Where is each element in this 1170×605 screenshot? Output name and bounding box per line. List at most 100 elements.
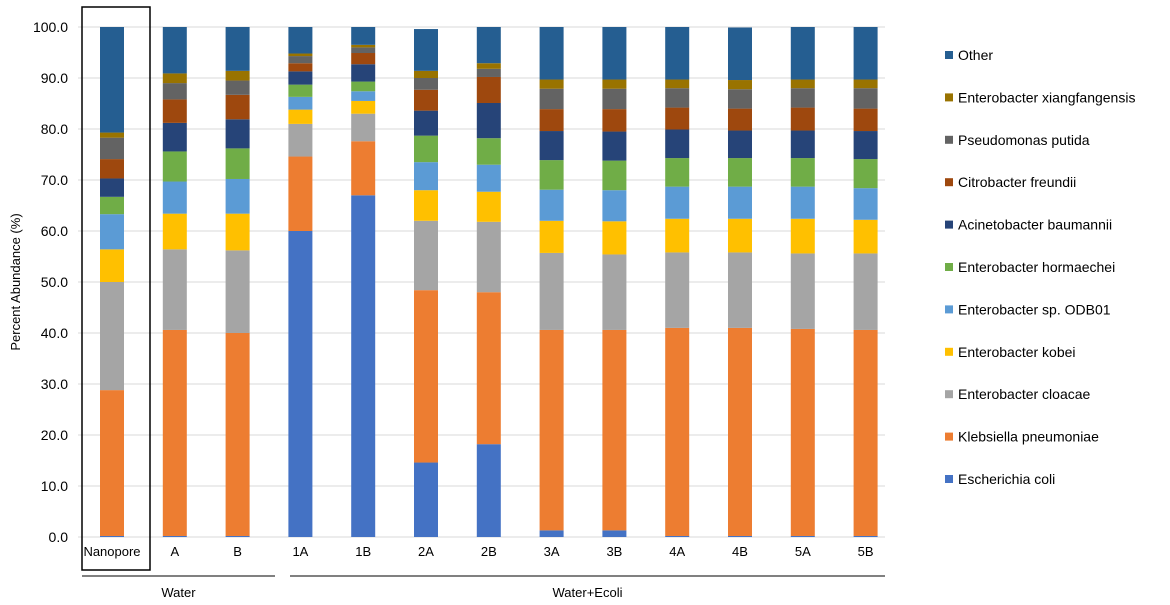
- y-tick-label: 80.0: [41, 121, 68, 137]
- legend-label: Pseudomonas putida: [958, 132, 1090, 148]
- legend-label: Enterobacter cloacae: [958, 386, 1091, 402]
- bar-segment: [790, 218, 815, 254]
- bar-segment: [288, 156, 313, 231]
- bar-segment: [100, 535, 124, 537]
- bar-segment: [853, 329, 878, 536]
- bar-segment: [288, 96, 313, 110]
- bar-segment: [728, 89, 752, 109]
- bar-segment: [476, 191, 501, 222]
- bar-segment: [476, 444, 501, 537]
- bar-segment: [728, 535, 752, 537]
- bar-segment: [351, 81, 376, 92]
- bar-segment: [476, 68, 501, 77]
- bar-segment: [476, 138, 501, 165]
- bar-segment: [225, 213, 250, 251]
- bar-segment: [728, 158, 752, 187]
- bar-segment: [414, 162, 438, 191]
- legend-label: Klebsiella pneumoniae: [958, 429, 1099, 445]
- bar-segment: [225, 27, 250, 71]
- bar-segment: [602, 88, 627, 110]
- bar-segment: [225, 119, 250, 149]
- legend-swatch: [945, 135, 953, 144]
- legend-item: Pseudomonas putida: [945, 132, 1090, 148]
- bar-segment: [539, 79, 564, 89]
- bar-segment: [602, 190, 627, 222]
- bar-segment: [790, 328, 815, 536]
- bar-segment: [100, 132, 124, 138]
- bar-segment: [602, 79, 627, 89]
- bar-segment: [351, 44, 376, 48]
- bar-segment: [853, 253, 878, 330]
- legend-swatch: [945, 220, 953, 229]
- legend-label: Enterobacter xiangfangensis: [958, 89, 1135, 105]
- bar-segment: [790, 27, 815, 80]
- bar-segment: [602, 530, 627, 537]
- bar-stack-2a: [414, 29, 438, 537]
- bar-segment: [225, 80, 250, 95]
- bar-segment: [790, 107, 815, 131]
- bar-stack-3b: [602, 27, 627, 537]
- bar-segment: [100, 282, 124, 391]
- legend-swatch: [945, 390, 953, 399]
- x-tick-label: 3A: [544, 544, 560, 559]
- x-tick-label: Nanopore: [83, 544, 140, 559]
- y-tick-label: 50.0: [41, 274, 68, 290]
- bar-segment: [162, 213, 187, 250]
- bar-segment: [853, 79, 878, 89]
- y-axis-label: Percent Abundance (%): [8, 213, 23, 350]
- bar-segment: [790, 130, 815, 159]
- x-tick-label: 2A: [418, 544, 434, 559]
- bar-segment: [351, 100, 376, 114]
- bar-segment: [728, 252, 752, 328]
- y-tick-label: 90.0: [41, 70, 68, 86]
- x-tick-label: 1A: [292, 544, 308, 559]
- bar-segment: [665, 79, 690, 89]
- legend-item: Enterobacter kobei: [945, 344, 1076, 360]
- legend-item: Klebsiella pneumoniae: [945, 429, 1099, 445]
- legend-label: Enterobacter kobei: [958, 344, 1076, 360]
- bar-segment: [288, 123, 313, 157]
- bar-segment: [853, 535, 878, 537]
- bar-segment: [665, 535, 690, 537]
- bar-segment: [351, 27, 376, 45]
- bar-segment: [476, 221, 501, 293]
- bar-segment: [414, 462, 438, 537]
- bar-stack-a: [162, 27, 187, 537]
- bar-segment: [790, 535, 815, 537]
- bar-segment: [100, 249, 124, 282]
- bar-segment: [665, 327, 690, 536]
- bar-segment: [539, 88, 564, 110]
- bar-segment: [728, 130, 752, 159]
- bar-segment: [100, 27, 124, 133]
- legend-swatch: [945, 347, 953, 356]
- category-groups: Water Water+Ecoli: [82, 575, 885, 600]
- bar-segment: [790, 88, 815, 108]
- bar-stack-5a: [790, 27, 815, 537]
- y-tick-label: 100.0: [33, 19, 68, 35]
- bar-segment: [162, 99, 187, 123]
- bar-stack-2b: [476, 27, 501, 537]
- bar-segment: [602, 27, 627, 80]
- bar-segment: [288, 56, 313, 64]
- bar-segment: [414, 290, 438, 463]
- bar-stack-1b: [351, 27, 376, 538]
- legend-item: Enterobacter cloacae: [945, 386, 1091, 402]
- legend-swatch: [945, 51, 953, 59]
- bar-segment: [539, 160, 564, 190]
- legend-swatch: [945, 432, 953, 441]
- bar-segment: [351, 141, 376, 196]
- bar-segment: [100, 159, 124, 179]
- bar-stack-nanopore: [100, 27, 124, 537]
- x-tick-label: B: [233, 544, 242, 559]
- bar-segment: [162, 27, 187, 74]
- bar-segment: [665, 252, 690, 328]
- bar-segment: [602, 160, 627, 191]
- bar-segment: [728, 186, 752, 219]
- bar-segment: [728, 80, 752, 90]
- bar-segment: [288, 109, 313, 124]
- bar-segment: [539, 530, 564, 537]
- y-tick-label: 70.0: [41, 172, 68, 188]
- y-tick-label: 60.0: [41, 223, 68, 239]
- bar-stack-3a: [539, 27, 564, 537]
